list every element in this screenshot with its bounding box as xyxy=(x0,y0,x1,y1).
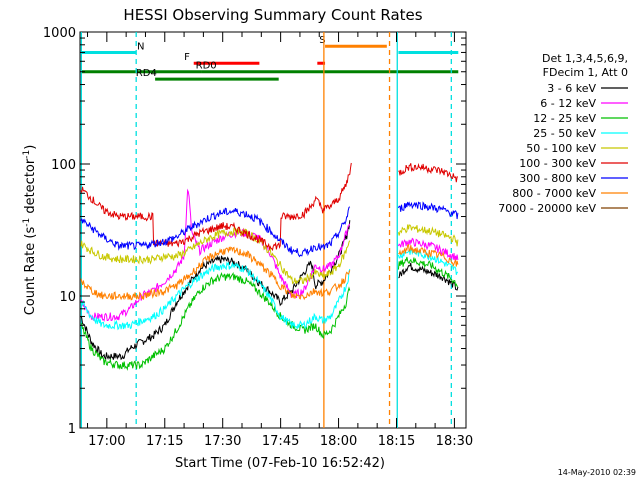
legend-header: FDecim 1, Att 0 xyxy=(543,66,628,79)
y-tick-label: 1 xyxy=(68,422,76,437)
legend-entry: 800 - 7000 keV xyxy=(512,187,596,200)
plot-frame xyxy=(79,31,467,429)
series-line-300-800-keV xyxy=(397,201,459,220)
x-tick-label: 18:15 xyxy=(378,434,415,449)
x-tick-label: 18:30 xyxy=(436,434,473,449)
legend-header: Det 1,3,4,5,6,9, xyxy=(542,52,628,65)
chart-title: HESSI Observing Summary Count Rates xyxy=(123,6,422,24)
y-tick-label: 100 xyxy=(51,158,76,173)
y-axis-label: Count Rate (s-1 detector-1) xyxy=(22,145,38,316)
series-line-100-300-keV xyxy=(398,162,458,183)
x-axis-label: Start Time (07-Feb-10 16:52:42) xyxy=(175,456,385,471)
y-tick-label: 10 xyxy=(59,290,76,305)
series-line-800-7000-keV xyxy=(80,246,351,301)
x-tick-label: 17:45 xyxy=(262,434,299,449)
series-line-800-7000-keV xyxy=(398,243,459,268)
flag-label-rd4: RD4 xyxy=(136,68,157,79)
series-line-25-50-keV xyxy=(397,247,459,275)
legend-entry: 50 - 100 keV xyxy=(526,142,596,155)
legend-entry: 7000 - 20000 keV xyxy=(498,202,596,215)
flag-label-f: F xyxy=(184,52,190,63)
legend-entry: 3 - 6 keV xyxy=(547,82,596,95)
event-lines xyxy=(80,32,452,428)
y-tick-label: 1000 xyxy=(43,26,76,41)
series-line-12-25-keV xyxy=(80,271,351,371)
flag-label-s: S xyxy=(319,35,325,46)
legend-entry: 100 - 300 keV xyxy=(519,157,596,170)
footer-date: 14-May-2010 02:39 xyxy=(558,468,636,477)
legend: Det 1,3,4,5,6,9,FDecim 1, Att 0 3 - 6 keV… xyxy=(498,52,628,215)
legend-entry: 300 - 800 keV xyxy=(519,172,596,185)
x-tick-label: 17:00 xyxy=(88,434,125,449)
series-line-6-12-keV xyxy=(397,237,459,261)
y-axis: 1 10 100 1000 xyxy=(43,26,466,437)
series-line-25-50-keV xyxy=(80,261,351,331)
legend-entry: 25 - 50 keV xyxy=(533,127,596,140)
series-line-300-800-keV xyxy=(80,206,351,258)
x-axis: 17:00 17:15 17:30 17:45 18:00 18:15 18:30 xyxy=(87,32,473,449)
series-line-12-25-keV xyxy=(397,256,459,287)
flag-label-n: N xyxy=(137,41,144,52)
series-line-50-100-keV xyxy=(397,224,459,247)
x-tick-label: 18:00 xyxy=(320,434,357,449)
series-line-6-12-keV xyxy=(80,188,351,322)
x-tick-label: 17:15 xyxy=(146,434,183,449)
series-line-50-100-keV xyxy=(80,226,351,285)
series-line-100-300-keV xyxy=(80,162,352,252)
x-tick-label: 17:30 xyxy=(204,434,241,449)
legend-entry: 12 - 25 keV xyxy=(533,112,596,125)
flag-bars: N F RD0 RD4 S xyxy=(80,35,459,81)
series-line-3-6-keV xyxy=(398,262,459,291)
series-line-3-6-keV xyxy=(80,220,351,361)
series-lines xyxy=(80,162,459,371)
legend-entry: 6 - 12 keV xyxy=(540,97,596,110)
flag-label-rd0: RD0 xyxy=(196,61,217,72)
